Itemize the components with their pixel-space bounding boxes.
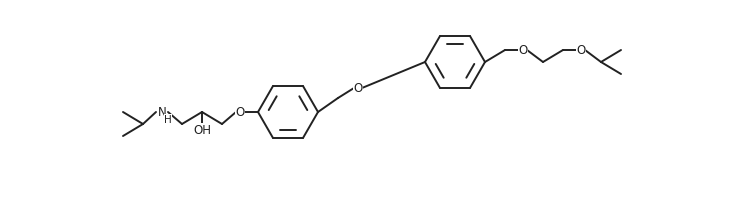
Text: O: O [577,43,585,57]
Text: O: O [518,43,528,57]
Text: H: H [164,115,172,125]
Text: N: N [158,105,166,119]
Text: O: O [235,105,245,119]
Text: O: O [353,82,363,94]
Text: OH: OH [193,123,211,136]
